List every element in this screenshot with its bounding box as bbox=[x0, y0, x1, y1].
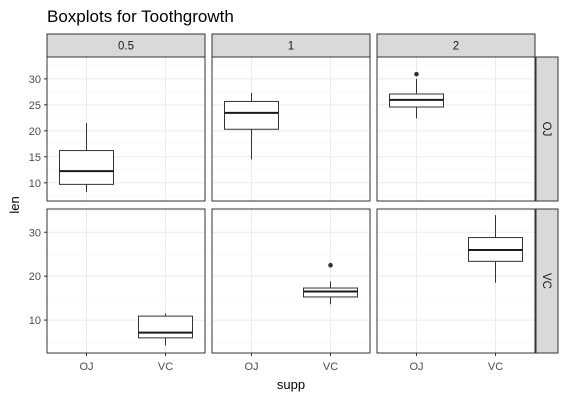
y-tick-label: 20 bbox=[29, 126, 41, 138]
facet-strip-label: VC bbox=[540, 273, 552, 289]
box-oj bbox=[224, 100, 279, 130]
x-tick-label: VC bbox=[488, 361, 503, 373]
facet-strip-label: 1 bbox=[288, 41, 294, 53]
facet-strip-label: 0.5 bbox=[118, 41, 134, 53]
panel-border bbox=[46, 208, 206, 354]
y-tick-label: 15 bbox=[29, 152, 41, 164]
y-tick-label: 30 bbox=[29, 227, 41, 239]
box-oj bbox=[59, 150, 114, 185]
panel-border bbox=[46, 56, 206, 202]
outlier-point bbox=[414, 71, 419, 77]
x-tick-label: OJ bbox=[409, 361, 423, 373]
y-tick-label: 25 bbox=[29, 100, 41, 112]
box-vc bbox=[138, 315, 193, 339]
chart-title: Boxplots for Toothgrowth bbox=[47, 7, 234, 26]
panel-border bbox=[211, 56, 371, 202]
outlier-point bbox=[328, 262, 333, 268]
panel-border bbox=[211, 208, 371, 354]
panel-background bbox=[377, 209, 535, 353]
facet-strip-right bbox=[535, 208, 559, 354]
panel-background bbox=[212, 209, 370, 353]
facet-strip-label: OJ bbox=[540, 122, 552, 137]
y-tick-label: 20 bbox=[29, 271, 41, 283]
panel-background bbox=[377, 57, 535, 201]
facet-grid: 0.5 1 2 OJ 10 15 20 25 30 VC 10 20 30 OJ VC OJ VC OJ VC bbox=[29, 33, 559, 373]
x-tick-label: VC bbox=[323, 361, 338, 373]
y-tick-label: 10 bbox=[29, 178, 41, 190]
x-axis-title: supp bbox=[277, 377, 305, 392]
facet-strip-label: 2 bbox=[453, 41, 459, 53]
panel-border bbox=[376, 56, 536, 202]
facet-strip-right bbox=[535, 56, 559, 202]
y-axis-title: len bbox=[7, 196, 22, 213]
panel-border bbox=[376, 208, 536, 354]
x-tick-label: VC bbox=[158, 361, 173, 373]
x-tick-label: OJ bbox=[79, 361, 93, 373]
x-tick-label: OJ bbox=[244, 361, 258, 373]
y-tick-label: 30 bbox=[29, 74, 41, 86]
y-tick-label: 10 bbox=[29, 315, 41, 327]
